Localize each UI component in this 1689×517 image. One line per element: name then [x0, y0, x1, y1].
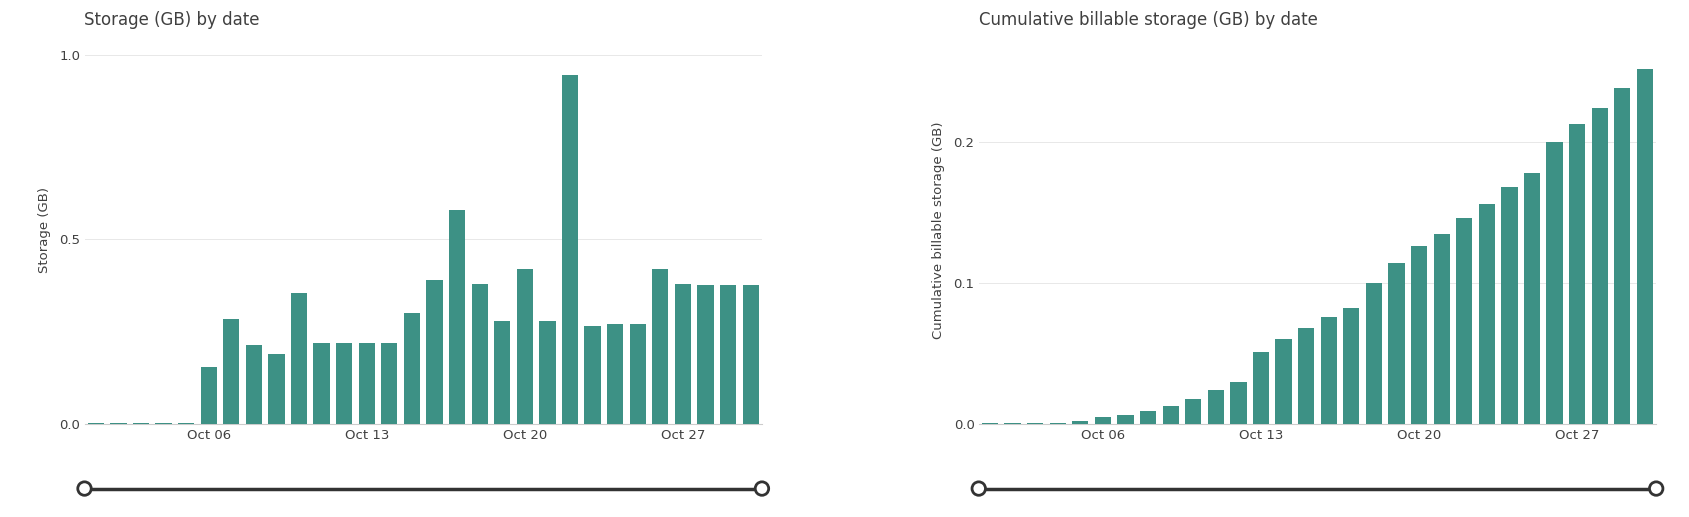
Bar — [1410, 246, 1427, 424]
Bar — [1523, 173, 1539, 424]
Bar — [1094, 417, 1110, 424]
Bar — [1071, 421, 1088, 424]
Bar — [720, 285, 736, 424]
Bar — [1049, 422, 1066, 424]
Bar — [652, 269, 669, 424]
Bar — [630, 324, 645, 424]
Text: Storage (GB) by date: Storage (GB) by date — [84, 11, 260, 29]
Text: Cumulative billable storage (GB) by date: Cumulative billable storage (GB) by date — [978, 11, 1317, 29]
Bar — [269, 354, 284, 424]
Bar — [245, 344, 262, 424]
Bar — [1613, 88, 1630, 424]
Bar — [1003, 422, 1020, 424]
Bar — [1545, 142, 1562, 424]
Bar — [1184, 399, 1201, 424]
Bar — [741, 285, 758, 424]
Bar — [358, 343, 375, 424]
Bar — [426, 280, 443, 424]
Bar — [471, 284, 488, 424]
Bar — [606, 324, 623, 424]
Bar — [1567, 124, 1584, 424]
Bar — [1027, 422, 1042, 424]
Bar — [1319, 317, 1336, 424]
Bar — [698, 285, 713, 424]
Bar — [1140, 411, 1155, 424]
Bar — [1432, 234, 1449, 424]
Bar — [1343, 308, 1358, 424]
Bar — [1252, 352, 1268, 424]
Bar — [177, 423, 194, 424]
Bar — [155, 423, 172, 424]
Bar — [1297, 328, 1314, 424]
Bar — [449, 210, 464, 424]
Bar — [201, 367, 216, 424]
Bar — [291, 293, 307, 424]
Bar — [382, 343, 397, 424]
Bar — [1230, 382, 1246, 424]
Bar — [1365, 283, 1382, 424]
Bar — [1162, 406, 1179, 424]
Bar — [1208, 390, 1223, 424]
Bar — [561, 75, 578, 424]
Bar — [336, 343, 351, 424]
Bar — [1500, 187, 1517, 424]
Bar — [1388, 263, 1404, 424]
Bar — [493, 321, 510, 424]
Bar — [1478, 204, 1495, 424]
Bar — [1275, 339, 1290, 424]
Bar — [223, 318, 240, 424]
Bar — [1637, 69, 1652, 424]
Bar — [404, 313, 421, 424]
Bar — [133, 423, 149, 424]
Bar — [1116, 416, 1133, 424]
Y-axis label: Storage (GB): Storage (GB) — [37, 187, 51, 273]
Bar — [584, 326, 600, 424]
Y-axis label: Cumulative billable storage (GB): Cumulative billable storage (GB) — [932, 121, 944, 339]
Bar — [312, 343, 329, 424]
Bar — [110, 423, 127, 424]
Bar — [1456, 218, 1471, 424]
Bar — [539, 321, 556, 424]
Bar — [1591, 108, 1606, 424]
Bar — [674, 284, 691, 424]
Bar — [981, 422, 998, 424]
Bar — [88, 423, 103, 424]
Bar — [517, 269, 532, 424]
